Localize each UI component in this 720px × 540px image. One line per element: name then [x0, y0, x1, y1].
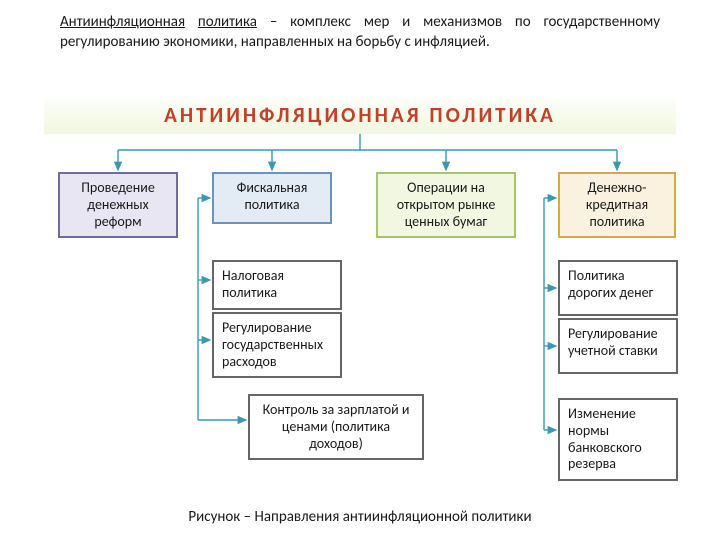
figure-caption: Рисунок – Направления антиинфляционной п…	[0, 508, 720, 526]
box-income-policy: Контроль за зарплатой и ценами (политика…	[248, 394, 424, 460]
term-b: политика	[198, 13, 257, 31]
box-reserve-norm: Изменение нормы банковского резерва	[558, 398, 678, 481]
box-tight-money: Политика дорогих денег	[558, 260, 678, 316]
main-title: АНТИИНФЛЯЦИОННАЯ ПОЛИТИКА	[44, 98, 676, 134]
box-rate-regulation: Регулирование учетной ставки	[558, 318, 678, 374]
box-open-market: Операции на открытом рынке ценных бумаг	[376, 172, 516, 238]
box-monetary-reforms: Проведение денежных реформ	[58, 172, 178, 238]
box-fiscal-policy: Фискальная политика	[212, 172, 332, 224]
box-monetary-credit: Денежно-кредитная политика	[558, 172, 676, 238]
box-tax-policy: Налоговая политика	[212, 260, 342, 310]
term-a: Антиинфляционная	[60, 13, 185, 31]
definition-text: Антиинфляционная политика – комплекс мер…	[60, 12, 660, 53]
box-gov-spending: Регулирование государственных расходов	[212, 312, 342, 378]
